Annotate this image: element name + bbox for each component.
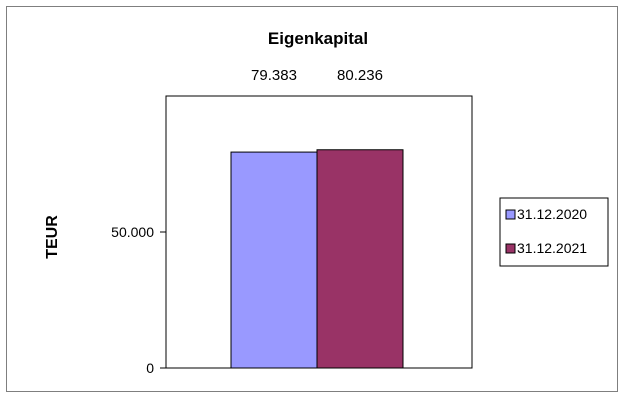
bar-31.12.2020 [230,151,318,369]
legend-label-2020: 31.12.2020 [517,206,587,222]
bars-group [230,149,404,369]
y-axis: 0 50.000 [111,224,166,376]
legend-swatch-2020 [505,209,516,220]
y-tick-label: 50.000 [111,224,154,240]
bar-31.12.2021 [316,149,404,369]
y-axis-label: TEUR [44,215,61,259]
chart-title: Eigenkapital [268,29,368,48]
legend: 31.12.2020 31.12.2021 [499,197,609,267]
legend-label-2021: 31.12.2021 [517,240,587,256]
y-tick-label: 0 [146,360,154,376]
data-label-31.12.2020: 79.383 [251,67,297,84]
legend-swatch-2021 [505,243,516,254]
data-labels-group: 79.383 80.236 [251,67,383,84]
data-label-31.12.2021: 80.236 [337,67,383,84]
legend-box [499,197,609,267]
chart-border [6,6,618,392]
